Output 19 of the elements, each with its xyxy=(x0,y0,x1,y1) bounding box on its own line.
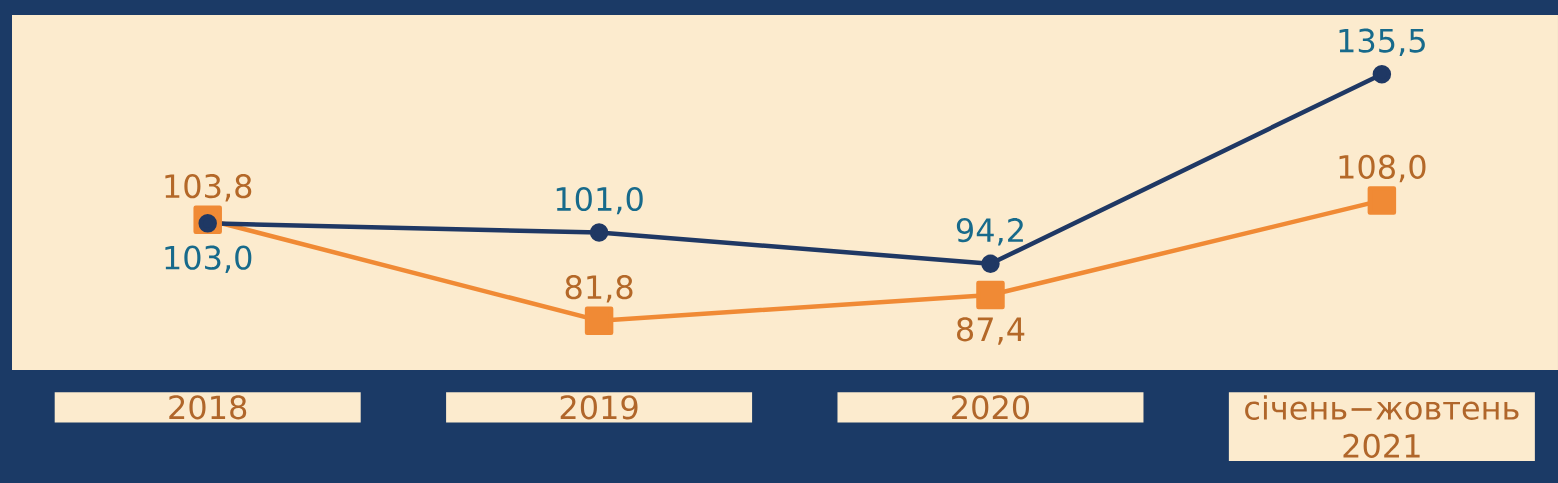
data-label: 101,0 xyxy=(556,186,643,215)
point xyxy=(1367,186,1397,215)
data-label: 94,2 xyxy=(956,218,1023,246)
x-tick-label: 2018 xyxy=(169,395,247,420)
point xyxy=(198,214,217,233)
data-label: 81,8 xyxy=(565,275,633,303)
x-tick-label: 2020 xyxy=(952,395,1030,420)
x-tick-label: 2019 xyxy=(560,395,638,420)
data-label: 87,4 xyxy=(957,317,1025,345)
point xyxy=(589,223,609,242)
point xyxy=(976,280,1005,310)
point xyxy=(981,254,1000,274)
data-label: 103,8 xyxy=(165,174,252,202)
data-label: 108,0 xyxy=(1339,154,1426,183)
x-tick-label: січень−жовтень 2021 xyxy=(1245,395,1519,458)
data-label: 103,0 xyxy=(165,245,252,274)
point xyxy=(1372,64,1392,84)
data-label: 135,5 xyxy=(1339,28,1425,56)
point xyxy=(584,306,614,335)
